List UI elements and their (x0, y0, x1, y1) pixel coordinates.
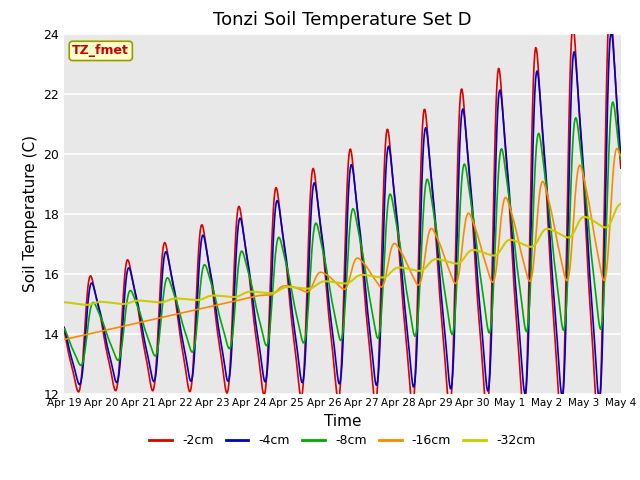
-2cm (426, 165, 434, 171)
-4cm (60, 324, 68, 330)
Legend: -2cm, -4cm, -8cm, -16cm, -32cm: -2cm, -4cm, -8cm, -16cm, -32cm (145, 429, 540, 452)
-2cm (617, 165, 625, 171)
Title: Tonzi Soil Temperature Set D: Tonzi Soil Temperature Set D (213, 11, 472, 29)
-16cm (613, 145, 621, 151)
-4cm (607, 29, 615, 35)
Y-axis label: Soil Temperature (C): Soil Temperature (C) (22, 135, 38, 292)
-8cm (185, 341, 193, 347)
-16cm (60, 336, 68, 342)
-8cm (70, 349, 78, 355)
-32cm (617, 201, 625, 207)
-4cm (127, 272, 135, 278)
-16cm (617, 153, 625, 158)
-4cm (426, 164, 434, 169)
-16cm (214, 302, 221, 308)
-8cm (411, 334, 419, 339)
Text: TZ_fmet: TZ_fmet (72, 44, 129, 58)
-4cm (410, 384, 418, 390)
-4cm (617, 151, 625, 156)
-4cm (595, 396, 603, 401)
-2cm (606, 2, 614, 8)
Line: -32cm: -32cm (64, 204, 621, 305)
-32cm (83, 302, 90, 308)
-32cm (428, 259, 435, 264)
-2cm (70, 373, 78, 379)
-32cm (70, 300, 78, 306)
-2cm (410, 394, 418, 400)
-32cm (214, 293, 222, 299)
-2cm (184, 383, 192, 388)
Line: -16cm: -16cm (64, 148, 621, 339)
-4cm (184, 367, 192, 372)
-4cm (214, 317, 221, 323)
-32cm (60, 300, 68, 305)
Line: -2cm: -2cm (64, 5, 621, 425)
-8cm (60, 326, 68, 332)
X-axis label: Time: Time (324, 414, 361, 429)
-8cm (214, 307, 222, 313)
-16cm (184, 309, 192, 314)
-4cm (70, 364, 78, 370)
-8cm (428, 193, 435, 199)
-32cm (411, 267, 419, 273)
-2cm (60, 328, 68, 334)
-32cm (185, 297, 193, 302)
-32cm (128, 299, 136, 305)
-2cm (127, 271, 135, 277)
-16cm (70, 335, 78, 340)
-2cm (595, 422, 602, 428)
-16cm (127, 322, 135, 327)
-8cm (609, 99, 617, 105)
Line: -8cm: -8cm (64, 102, 621, 365)
-8cm (77, 362, 85, 368)
-8cm (617, 157, 625, 163)
Line: -4cm: -4cm (64, 32, 621, 398)
-16cm (426, 227, 434, 232)
-2cm (214, 328, 221, 334)
-8cm (128, 289, 136, 295)
-16cm (410, 276, 418, 282)
